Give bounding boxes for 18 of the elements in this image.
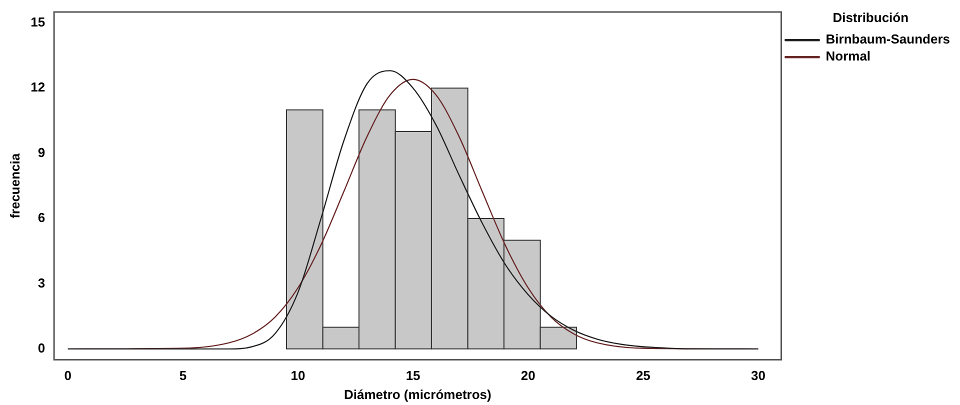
- x-tick-label: 0: [64, 368, 72, 384]
- y-tick-label: 0: [38, 340, 46, 356]
- y-tick-label: 12: [30, 80, 46, 95]
- x-tick-label: 30: [751, 368, 766, 384]
- legend-title: Distribución: [832, 10, 909, 26]
- x-axis-title: Diámetro (micrómetros): [344, 386, 492, 402]
- x-tick-label: 10: [290, 368, 306, 384]
- y-tick-label: 15: [30, 14, 46, 30]
- y-axis-title: frecuencia: [7, 152, 22, 218]
- x-tick-label: 25: [636, 368, 650, 384]
- y-tick-label: 3: [38, 275, 46, 290]
- legend-label: Birnbaum-Saunders: [826, 32, 950, 47]
- legend-label: Normal: [826, 48, 871, 64]
- x-tick-label: 20: [520, 368, 536, 384]
- y-tick-label: 6: [38, 210, 46, 226]
- x-tick-label: 15: [406, 368, 420, 384]
- x-tick-label: 5: [179, 368, 187, 384]
- y-tick-label: 9: [38, 144, 46, 160]
